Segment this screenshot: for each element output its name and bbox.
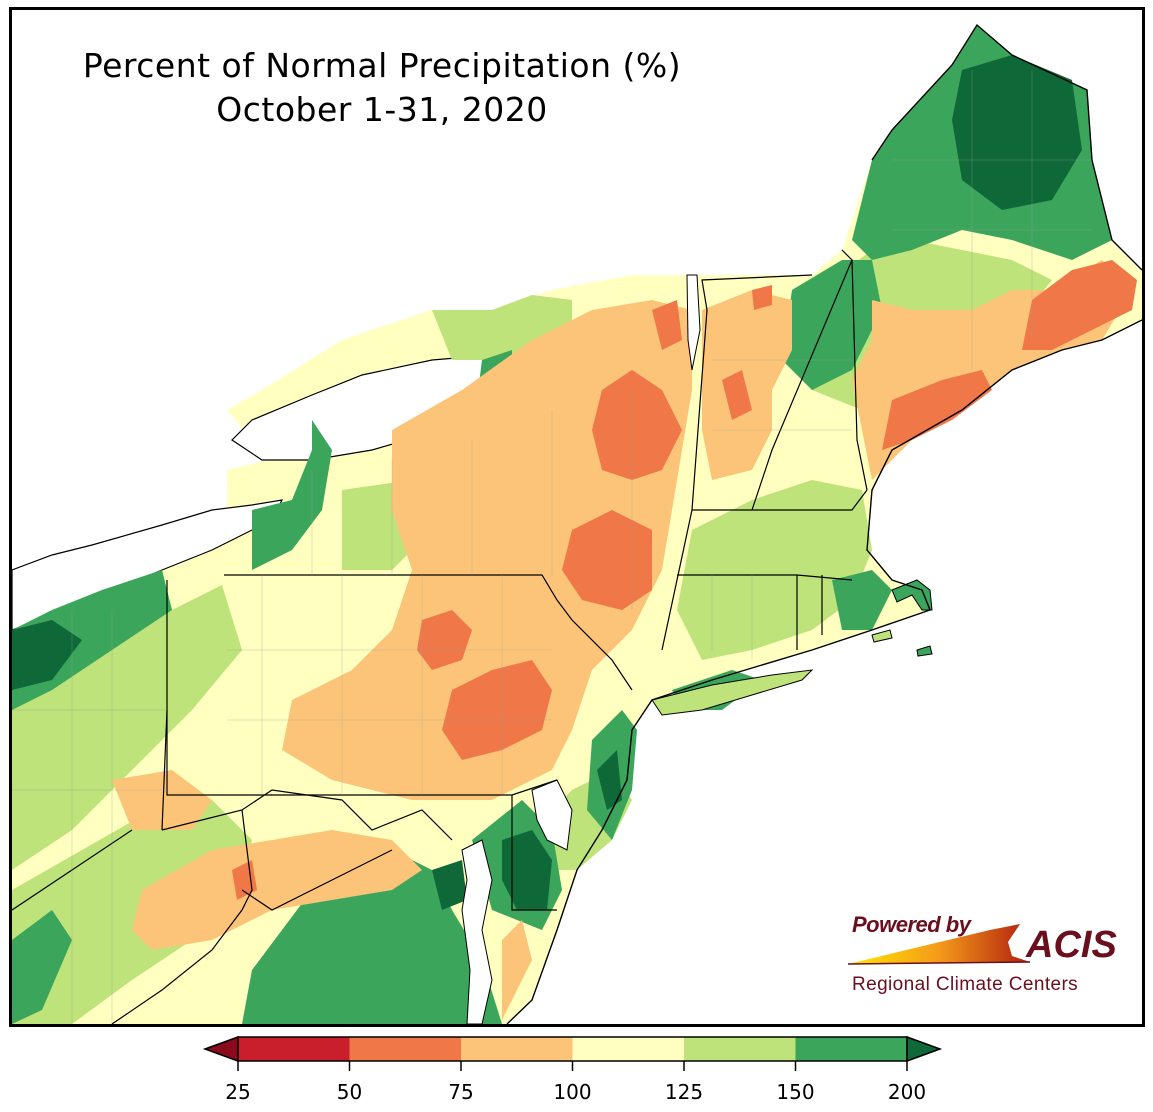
legend-tick-label: 200 [887,1080,927,1104]
legend-tick-label: 75 [448,1080,474,1104]
legend-bin-50-75 [349,1037,461,1061]
legend-tick-label: 125 [664,1080,704,1104]
map-frame: Percent of Normal Precipitation (%) Octo… [9,7,1145,1027]
coastline [506,23,1142,1024]
acis-text: ACIS [1026,924,1117,966]
map-title: Percent of Normal Precipitation (%) [82,46,682,85]
legend-colorbar [202,1035,943,1071]
legend-bin-lt-25 [202,1035,239,1063]
acis-swoosh-graphic [847,924,1031,965]
zone-gt-200 [12,55,1082,910]
zone-50-75 [232,260,1137,900]
map-subtitle: October 1-31, 2020 [216,90,548,129]
legend-tick-label: 25 [225,1080,251,1104]
cape-cod [891,579,933,611]
acis-logo: Powered by ACIS Regional Climate Centers [840,912,1130,1002]
legend-bin-25-50 [238,1037,350,1061]
powered-by-text: Powered by [852,912,971,937]
legend-tick-label: 150 [776,1080,815,1104]
regional-climate-centers-text: Regional Climate Centers [852,974,1079,995]
precipitation-map [12,23,1142,1024]
long-island [651,669,814,716]
legend-bin-100-125 [572,1037,684,1061]
lake-champlain [686,274,701,371]
county-boundaries [12,70,1092,1024]
marthas-vineyard [871,629,893,643]
legend-bin-75-100 [461,1037,573,1061]
legend-bin-gt-200 [906,1035,943,1063]
legend-tick-label: 100 [553,1080,592,1104]
legend-bin-150-200 [795,1037,907,1061]
nantucket [916,645,933,657]
chesapeake-bay [461,839,493,1024]
legend-bin-125-150 [684,1037,796,1061]
legend-tick-label: 50 [336,1080,363,1104]
color-legend: 25 50 75 100 125 150 200 [200,1034,945,1104]
